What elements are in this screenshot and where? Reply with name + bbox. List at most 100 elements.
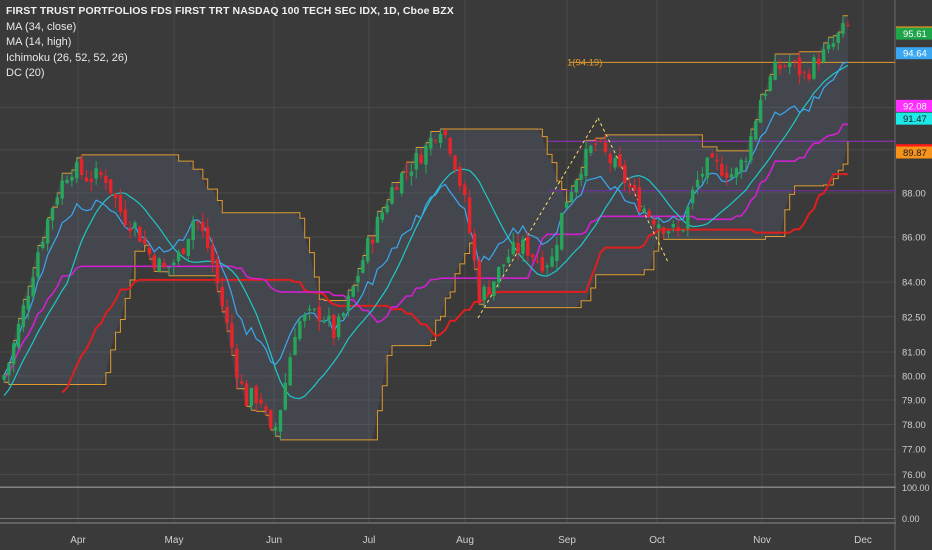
candle-body	[501, 264, 506, 267]
candle-body	[45, 219, 50, 244]
candle-body	[472, 233, 477, 261]
candle-up	[303, 312, 307, 328]
candle-body	[749, 136, 753, 161]
candle-body	[322, 320, 326, 323]
candle-down	[244, 379, 249, 407]
candle-body	[487, 287, 491, 295]
candle-down	[118, 189, 123, 217]
candle-body	[196, 221, 200, 223]
price-badge: 89.87	[896, 146, 932, 159]
candle-up	[758, 94, 763, 123]
candle-body	[729, 174, 734, 178]
candle-body	[244, 383, 249, 407]
candle-body	[734, 168, 739, 177]
candle-body	[298, 321, 302, 340]
candle-up	[812, 54, 816, 81]
candle-body	[443, 130, 448, 136]
candle-down	[89, 170, 93, 192]
candle-up	[94, 161, 98, 185]
candle-down	[526, 231, 530, 262]
fib-level-label: 1(94.19)	[567, 57, 602, 68]
price-badge-label: 91.47	[903, 114, 927, 125]
candle-body	[366, 238, 370, 262]
donchian-lower-line	[4, 141, 849, 441]
candle-body	[259, 399, 263, 404]
price-badge: 91.47	[896, 112, 932, 125]
candle-down	[269, 409, 273, 430]
candle-body	[613, 158, 617, 168]
candle-up	[75, 157, 79, 184]
candle-body	[303, 314, 307, 322]
candle-down	[162, 258, 166, 269]
candle-up	[773, 54, 777, 81]
candle-body	[594, 143, 598, 145]
candle-up	[157, 257, 161, 272]
price-badge-box	[896, 27, 932, 40]
candle-body	[545, 265, 549, 268]
candle-up	[380, 207, 384, 223]
candle-body	[574, 180, 578, 193]
candle-down	[181, 247, 186, 255]
candle-down	[783, 64, 787, 68]
candle-body	[467, 197, 472, 233]
candle-body	[2, 375, 6, 380]
candle-body	[41, 241, 45, 248]
candle-body	[89, 179, 93, 182]
indicator-ma34-label[interactable]: MA (34, close)	[6, 20, 77, 33]
candle-down	[807, 68, 811, 83]
price-tick-label: 81.00	[902, 348, 926, 359]
candle-down	[458, 162, 462, 192]
candle-body	[555, 244, 559, 261]
candle-up	[21, 299, 26, 333]
candle-body	[783, 65, 787, 67]
candle-body	[632, 184, 637, 190]
candle-body	[84, 177, 89, 182]
price-badge: 92.08	[896, 99, 932, 112]
candle-down	[210, 237, 215, 273]
time-tick-label: Nov	[753, 535, 771, 546]
candle-body	[375, 216, 380, 243]
candle-body	[317, 306, 321, 321]
candle-body	[676, 227, 680, 232]
candle-up	[278, 409, 283, 440]
indicator-ma14-label[interactable]: MA (14, high)	[6, 36, 72, 48]
candle-up	[482, 284, 486, 308]
indicator-donchian-label[interactable]: DC (20)	[6, 67, 45, 79]
lower-tick-label: 0.00	[902, 514, 920, 524]
candle-down	[792, 59, 797, 68]
candle-body	[584, 148, 588, 176]
candle-up	[666, 230, 671, 240]
candle-up	[351, 285, 355, 299]
candle-body	[336, 316, 341, 338]
candle-body	[686, 206, 690, 229]
candle-body	[414, 152, 418, 170]
candle-down	[79, 154, 84, 180]
candle-down	[220, 276, 224, 312]
candle-down	[632, 178, 637, 196]
candle-up	[841, 15, 845, 38]
candle-up	[560, 212, 564, 252]
time-tick-label: Aug	[456, 535, 474, 546]
candle-down	[618, 146, 622, 169]
candle-down	[487, 279, 491, 295]
candle-up	[50, 207, 55, 230]
price-tick-label: 77.00	[902, 445, 926, 456]
candle-down	[419, 148, 423, 165]
candle-up	[186, 238, 190, 263]
candle-up	[356, 268, 360, 292]
candle-body	[661, 227, 666, 234]
candle-body	[26, 295, 30, 310]
candle-down	[627, 177, 632, 195]
candle-body	[60, 180, 64, 199]
candle-body	[821, 49, 826, 63]
indicator-ichimoku-label[interactable]: Ichimoku (26, 52, 52, 26)	[6, 51, 128, 64]
candle-up	[283, 372, 287, 411]
candle-up	[16, 318, 21, 350]
candle-down	[477, 256, 481, 305]
candle-body	[739, 159, 743, 173]
candle-up	[409, 163, 414, 186]
candle-up	[375, 211, 380, 244]
candle-body	[288, 357, 292, 386]
candle-body	[152, 255, 157, 269]
